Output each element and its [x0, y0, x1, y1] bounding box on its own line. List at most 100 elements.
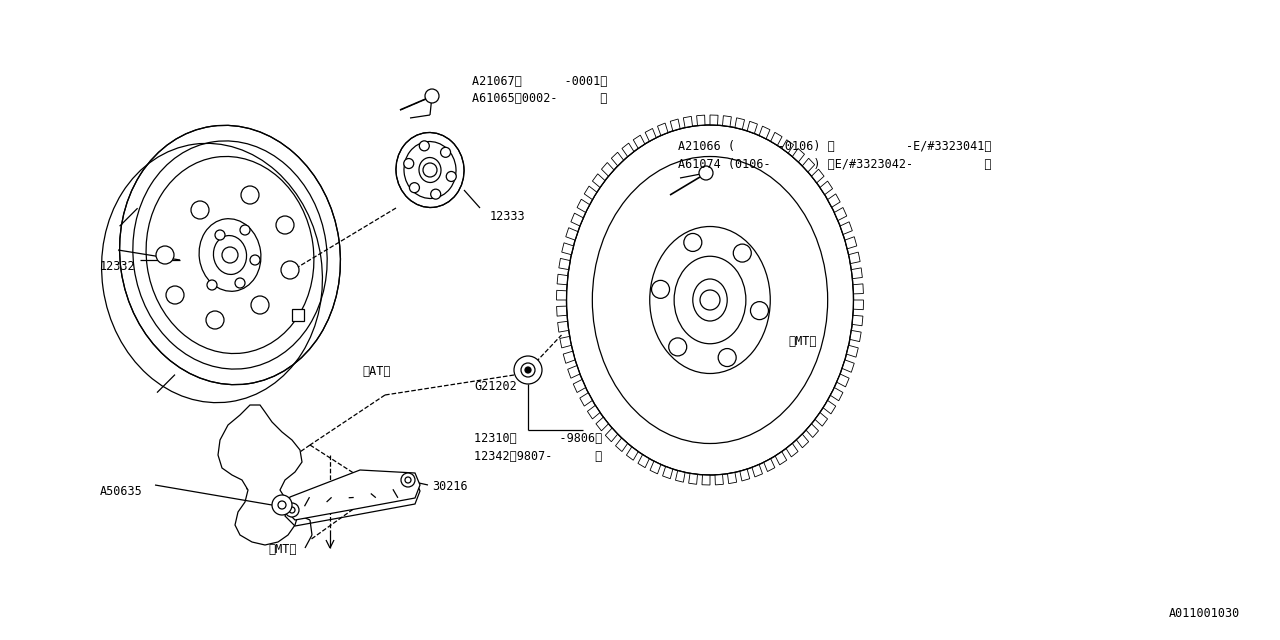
Text: 30216: 30216	[433, 480, 467, 493]
Circle shape	[430, 189, 440, 199]
Polygon shape	[815, 413, 828, 426]
Polygon shape	[584, 186, 596, 200]
Polygon shape	[851, 268, 863, 278]
Polygon shape	[612, 152, 623, 166]
Circle shape	[652, 280, 669, 298]
Text: A61065〈0002-      〉: A61065〈0002- 〉	[472, 92, 608, 105]
Circle shape	[207, 280, 218, 290]
Polygon shape	[776, 452, 787, 465]
Circle shape	[206, 311, 224, 329]
Circle shape	[191, 201, 209, 219]
Polygon shape	[684, 116, 692, 127]
Polygon shape	[571, 213, 584, 226]
Circle shape	[251, 296, 269, 314]
Polygon shape	[634, 135, 645, 148]
Circle shape	[401, 473, 415, 487]
Circle shape	[278, 501, 285, 509]
Polygon shape	[845, 237, 856, 249]
Polygon shape	[622, 143, 634, 157]
Circle shape	[166, 286, 184, 304]
Polygon shape	[593, 174, 605, 188]
Polygon shape	[803, 158, 814, 172]
Polygon shape	[727, 472, 737, 484]
Polygon shape	[835, 207, 847, 221]
Polygon shape	[596, 417, 608, 431]
Polygon shape	[650, 461, 660, 474]
Polygon shape	[748, 122, 758, 134]
Text: 12333: 12333	[490, 210, 526, 223]
Text: 12332: 12332	[100, 260, 136, 273]
Circle shape	[403, 159, 413, 168]
Polygon shape	[842, 360, 854, 372]
Circle shape	[699, 166, 713, 180]
Polygon shape	[559, 259, 570, 269]
Circle shape	[515, 356, 541, 384]
Polygon shape	[602, 163, 614, 176]
Circle shape	[733, 244, 751, 262]
Polygon shape	[759, 126, 771, 139]
Polygon shape	[837, 374, 849, 387]
Polygon shape	[840, 222, 852, 234]
Circle shape	[273, 495, 292, 515]
Circle shape	[521, 363, 535, 377]
Polygon shape	[689, 474, 698, 484]
Polygon shape	[558, 321, 568, 332]
Polygon shape	[852, 284, 864, 294]
Circle shape	[447, 172, 456, 182]
Circle shape	[410, 182, 420, 193]
Polygon shape	[637, 454, 649, 468]
Text: 〈MT〉: 〈MT〉	[268, 543, 297, 556]
Circle shape	[156, 246, 174, 264]
Polygon shape	[716, 474, 723, 485]
Polygon shape	[782, 140, 794, 153]
Polygon shape	[846, 346, 859, 357]
Polygon shape	[849, 252, 860, 264]
Circle shape	[250, 255, 260, 265]
Circle shape	[420, 141, 429, 151]
Polygon shape	[823, 401, 836, 414]
Polygon shape	[626, 447, 639, 460]
Polygon shape	[740, 469, 750, 481]
Circle shape	[236, 278, 244, 288]
Polygon shape	[563, 351, 575, 364]
Text: 12310〈      -9806〉: 12310〈 -9806〉	[474, 432, 603, 445]
Circle shape	[276, 216, 294, 234]
Text: A21067〈      -0001〉: A21067〈 -0001〉	[472, 75, 608, 88]
Text: A50635: A50635	[100, 485, 143, 498]
Circle shape	[422, 163, 436, 177]
Polygon shape	[828, 194, 840, 207]
Ellipse shape	[119, 125, 340, 385]
Polygon shape	[557, 275, 568, 285]
Polygon shape	[771, 132, 782, 145]
Circle shape	[700, 290, 719, 310]
Circle shape	[215, 230, 225, 240]
Polygon shape	[812, 169, 824, 183]
Polygon shape	[580, 393, 593, 406]
Circle shape	[718, 349, 736, 367]
Polygon shape	[792, 148, 805, 162]
Circle shape	[684, 234, 701, 252]
Polygon shape	[559, 337, 571, 348]
Circle shape	[285, 503, 300, 517]
Circle shape	[241, 186, 259, 204]
Polygon shape	[573, 380, 586, 392]
Polygon shape	[735, 118, 745, 129]
Polygon shape	[722, 116, 731, 127]
Polygon shape	[764, 459, 774, 472]
Text: 〈AT〉: 〈AT〉	[362, 365, 390, 378]
Polygon shape	[710, 115, 718, 125]
Polygon shape	[285, 470, 420, 520]
Polygon shape	[854, 300, 864, 310]
Polygon shape	[557, 291, 567, 300]
Text: 12342〈9807-      〉: 12342〈9807- 〉	[474, 450, 603, 463]
Polygon shape	[616, 438, 627, 452]
Polygon shape	[786, 444, 797, 457]
Polygon shape	[696, 115, 705, 125]
Text: G21202: G21202	[474, 380, 517, 393]
Polygon shape	[701, 475, 710, 485]
Bar	[292, 309, 305, 321]
Text: A011001030: A011001030	[1169, 607, 1240, 620]
Polygon shape	[566, 228, 577, 240]
Polygon shape	[645, 129, 657, 141]
Text: A61074 (0106-      ) 〈E/#3323042-          〉: A61074 (0106- ) 〈E/#3323042- 〉	[678, 158, 992, 171]
